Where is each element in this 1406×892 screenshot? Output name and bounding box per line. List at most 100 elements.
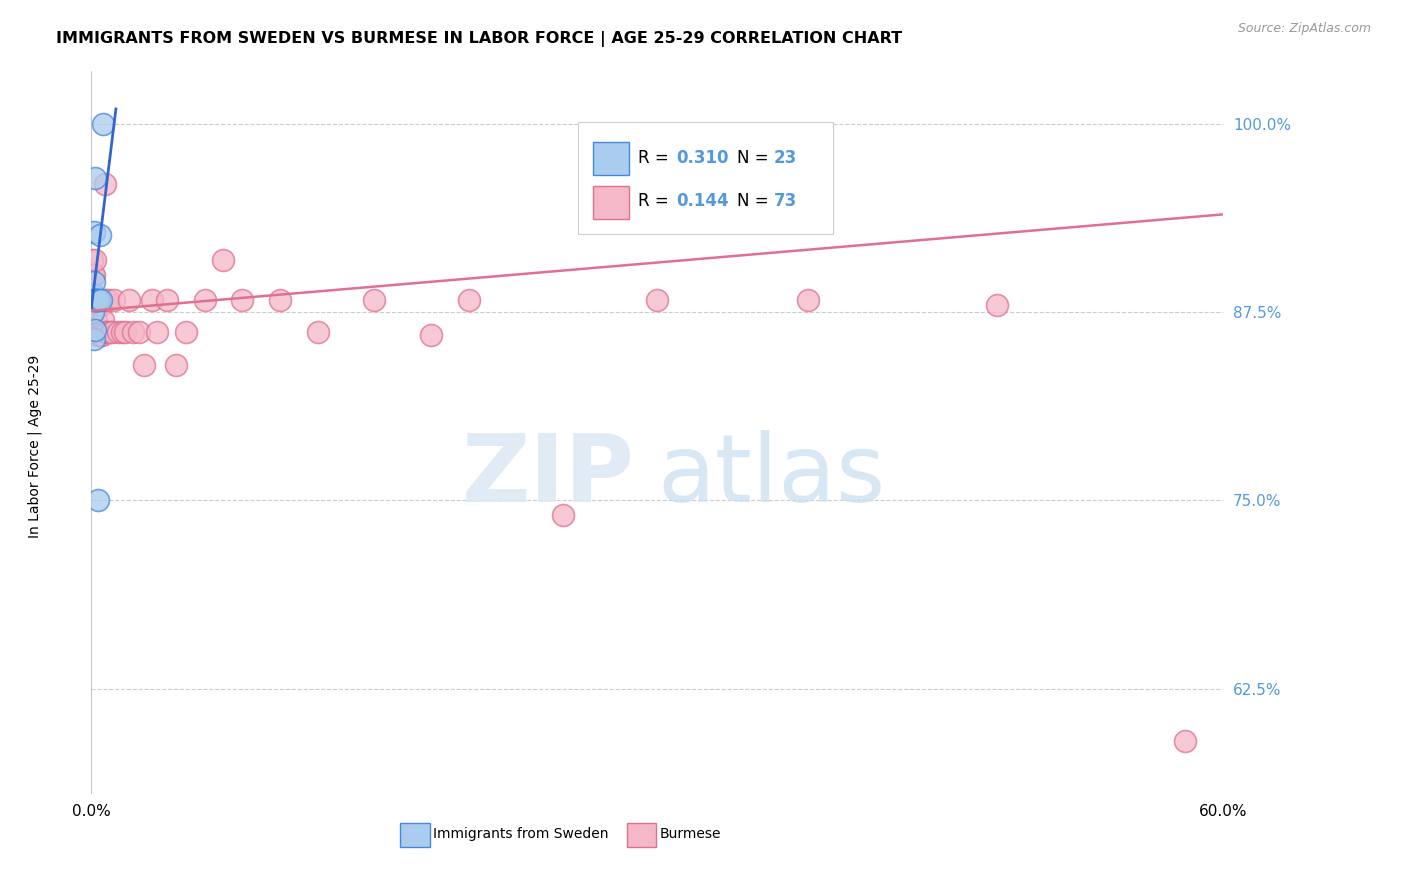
Point (82, 290, 104, 304)
Point (269, 293, 291, 307)
Point (84, 325, 107, 339)
Text: R =: R = (638, 193, 673, 211)
Point (551, 508, 574, 523)
Point (174, 325, 197, 339)
Point (80, 293, 103, 307)
Point (91, 312, 114, 326)
Point (156, 293, 179, 307)
Point (89, 228, 111, 243)
Point (84, 312, 107, 326)
Point (83, 293, 105, 307)
Point (82, 305, 104, 319)
Point (84, 293, 107, 307)
Point (84, 252, 107, 267)
Text: 0.144: 0.144 (676, 193, 730, 211)
Text: 23: 23 (773, 149, 797, 167)
Point (83, 268, 105, 282)
Point (84, 293, 107, 307)
Point (84, 293, 107, 307)
Point (107, 325, 129, 339)
Point (87, 293, 110, 307)
Point (82, 293, 104, 307)
Point (97, 293, 120, 307)
Point (90, 293, 112, 307)
Text: ZIP: ZIP (461, 430, 634, 522)
Point (87, 325, 110, 339)
Point (96, 325, 118, 339)
Point (84, 325, 107, 339)
Point (84, 293, 107, 307)
Point (307, 325, 329, 339)
Point (1174, 734, 1197, 748)
Point (93, 178, 115, 192)
Text: N =: N = (737, 193, 773, 211)
Point (83, 325, 105, 339)
Point (87, 293, 110, 307)
Point (82, 293, 104, 307)
Point (87, 327, 110, 342)
Point (82, 293, 104, 307)
Point (103, 293, 125, 307)
Point (86, 325, 108, 339)
Point (101, 325, 124, 339)
FancyBboxPatch shape (401, 822, 430, 847)
Point (82, 268, 104, 282)
Point (231, 293, 253, 307)
Point (146, 325, 169, 339)
Text: 73: 73 (773, 193, 797, 211)
Point (118, 293, 141, 307)
Point (134, 358, 156, 372)
Point (84, 171, 107, 186)
Point (83, 293, 105, 307)
Point (193, 293, 217, 307)
Point (986, 298, 1008, 312)
Text: R =: R = (638, 149, 673, 167)
Point (89, 298, 111, 312)
Point (83, 226, 105, 240)
Point (83, 293, 105, 307)
Point (82, 252, 104, 267)
Point (797, 293, 820, 307)
FancyBboxPatch shape (593, 142, 628, 176)
Point (84, 293, 107, 307)
Point (83, 293, 105, 307)
Point (96, 325, 118, 339)
Text: N =: N = (737, 149, 773, 167)
Point (86, 293, 108, 307)
Point (84, 293, 107, 307)
Point (94, 293, 117, 307)
Point (82, 325, 104, 339)
Point (83, 293, 105, 307)
Text: In Labor Force | Age 25-29: In Labor Force | Age 25-29 (28, 354, 42, 538)
Point (83, 332, 105, 346)
Point (122, 325, 145, 339)
Point (93, 293, 115, 307)
Point (86, 293, 108, 307)
Point (91, 117, 114, 131)
Point (82, 293, 104, 307)
Point (82, 288, 104, 302)
Point (82, 292, 104, 306)
Text: 0.310: 0.310 (676, 149, 730, 167)
Text: Source: ZipAtlas.com: Source: ZipAtlas.com (1237, 22, 1371, 36)
Point (86, 325, 108, 339)
Point (89, 327, 111, 342)
Point (83, 325, 105, 339)
Point (83, 293, 105, 307)
Point (419, 327, 441, 342)
Point (114, 325, 136, 339)
Point (645, 293, 668, 307)
Point (110, 325, 132, 339)
Point (363, 293, 385, 307)
Point (89, 327, 111, 342)
Point (82, 293, 104, 307)
FancyBboxPatch shape (578, 122, 832, 234)
Point (82, 287, 104, 301)
Point (86, 293, 108, 307)
FancyBboxPatch shape (627, 822, 657, 847)
Point (165, 358, 187, 372)
Point (90, 298, 112, 312)
Text: Immigrants from Sweden: Immigrants from Sweden (433, 827, 609, 840)
Text: IMMIGRANTS FROM SWEDEN VS BURMESE IN LABOR FORCE | AGE 25-29 CORRELATION CHART: IMMIGRANTS FROM SWEDEN VS BURMESE IN LAB… (56, 31, 903, 47)
Point (212, 252, 235, 267)
